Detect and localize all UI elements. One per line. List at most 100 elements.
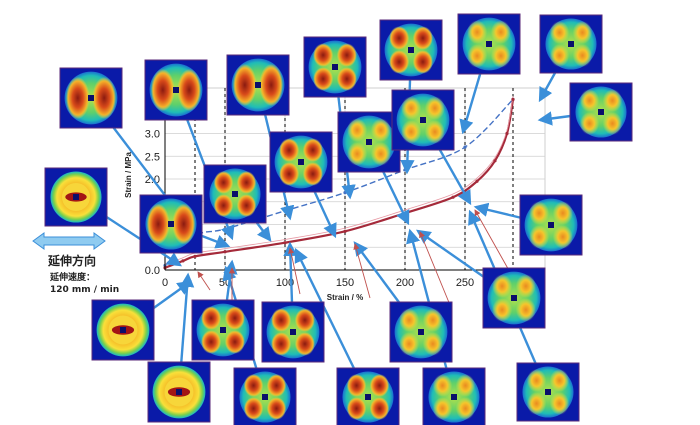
lobe-3 <box>370 142 391 166</box>
lobe-0 <box>201 306 222 330</box>
lobe-2 <box>213 194 234 217</box>
lobe-2 <box>529 225 550 249</box>
series-line-unloading-outline <box>164 96 514 265</box>
lobe-0 <box>279 138 300 162</box>
saxs-pattern-p06 <box>457 13 521 75</box>
beamstop-icon <box>548 222 554 228</box>
lobe-1 <box>302 138 323 162</box>
saxs-pattern-p17 <box>191 299 255 361</box>
stretch-annotation: 延伸方向 延伸速度： 120 mm / min <box>32 232 119 295</box>
lobe-0 <box>213 171 234 194</box>
lobe-1 <box>370 118 391 142</box>
beamstop-icon <box>262 394 268 400</box>
beamstop-icon <box>366 139 372 145</box>
saxs-pattern-p22 <box>233 367 297 425</box>
beamstop-icon <box>290 329 296 335</box>
lobe-2 <box>279 162 300 186</box>
saxs-pattern-p15 <box>519 194 583 256</box>
beamstop-icon <box>408 47 414 53</box>
lobe-1 <box>515 274 536 298</box>
lobe-3 <box>294 332 315 356</box>
lobe-2 <box>399 332 420 356</box>
lobe-0 <box>65 76 90 120</box>
y-tick-label-0: 0.0 <box>145 265 160 277</box>
lobe-3 <box>422 332 443 356</box>
lobe-0 <box>467 20 488 44</box>
lobe-0 <box>432 374 453 397</box>
lobe-1 <box>412 26 433 50</box>
lobe-1 <box>552 201 573 225</box>
saxs-pattern-p02 <box>144 59 208 121</box>
stretch-direction-arrow <box>32 232 106 250</box>
point-unloading-4 <box>283 241 287 245</box>
lobe-1 <box>602 89 623 112</box>
point-loading-6 <box>463 145 467 149</box>
point-loading-4 <box>343 191 347 195</box>
saxs-pattern-p04 <box>303 36 367 98</box>
beamstop-icon <box>511 295 517 301</box>
stretch-speed-value: 120 mm / min <box>50 285 119 295</box>
lobe-2 <box>492 298 513 322</box>
y-tick-label-5: 2.5 <box>145 151 160 163</box>
lobe-1 <box>236 171 257 194</box>
lobe-1 <box>490 20 511 44</box>
saxs-pattern-p12 <box>337 111 401 173</box>
lobe-1 <box>92 76 117 120</box>
lobe-3 <box>236 194 257 217</box>
lobe-0 <box>579 89 600 112</box>
saxs-pattern-p24 <box>422 367 486 425</box>
lobe-2 <box>579 112 600 135</box>
lobe-0 <box>526 369 547 392</box>
beamstop-icon <box>568 41 574 47</box>
lobe-2 <box>346 397 367 420</box>
x-tick-label-2: 100 <box>276 277 294 289</box>
beamstop-icon <box>332 64 338 70</box>
y-axis-label: Strain / MPa <box>124 152 133 198</box>
point-unloading-7 <box>451 195 455 199</box>
lobe-1 <box>172 203 196 245</box>
lobe-0 <box>232 63 257 107</box>
beamstop-icon <box>168 221 174 227</box>
beamstop-icon <box>173 87 179 93</box>
beamstop-icon <box>73 194 79 200</box>
saxs-pattern-p05 <box>379 19 443 81</box>
lobe-3 <box>336 67 357 91</box>
lobe-3 <box>266 397 287 420</box>
point-unloading-9 <box>493 159 497 163</box>
point-loading-3 <box>283 209 287 213</box>
lobe-3 <box>302 162 323 186</box>
lobe-3 <box>412 50 433 74</box>
lobe-3 <box>455 397 476 420</box>
lobe-0 <box>549 21 570 44</box>
lobe-3 <box>515 298 536 322</box>
saxs-pattern-p09 <box>139 194 203 254</box>
x-tick-label-3: 150 <box>336 277 354 289</box>
lobe-3 <box>224 330 245 354</box>
lobe-1 <box>369 374 390 397</box>
lobe-0 <box>529 201 550 225</box>
saxs-pattern-p16 <box>91 299 155 361</box>
lobe-1 <box>259 63 284 107</box>
lobe-0 <box>243 374 264 397</box>
lobe-3 <box>424 120 445 144</box>
point-loading-2 <box>223 227 227 231</box>
lobe-1 <box>455 374 476 397</box>
saxs-pattern-p11 <box>269 131 333 193</box>
unloading-arrow-4 <box>419 231 451 306</box>
lobe-3 <box>552 225 573 249</box>
lobe-1 <box>224 306 245 330</box>
lobe-0 <box>492 274 513 298</box>
beamstop-icon <box>420 117 426 123</box>
lobe-0 <box>271 308 292 332</box>
lobe-2 <box>389 50 410 74</box>
lobe-3 <box>572 44 593 67</box>
point-unloading-5 <box>343 229 347 233</box>
unloading-arrow-0 <box>197 271 211 291</box>
lobe-2 <box>243 397 264 420</box>
lobe-0 <box>389 26 410 50</box>
x-tick-label-0: 0 <box>162 277 168 289</box>
lobe-1 <box>266 374 287 397</box>
point-unloading-8 <box>475 179 479 183</box>
beamstop-icon <box>418 329 424 335</box>
point-unloading-3 <box>223 250 227 254</box>
